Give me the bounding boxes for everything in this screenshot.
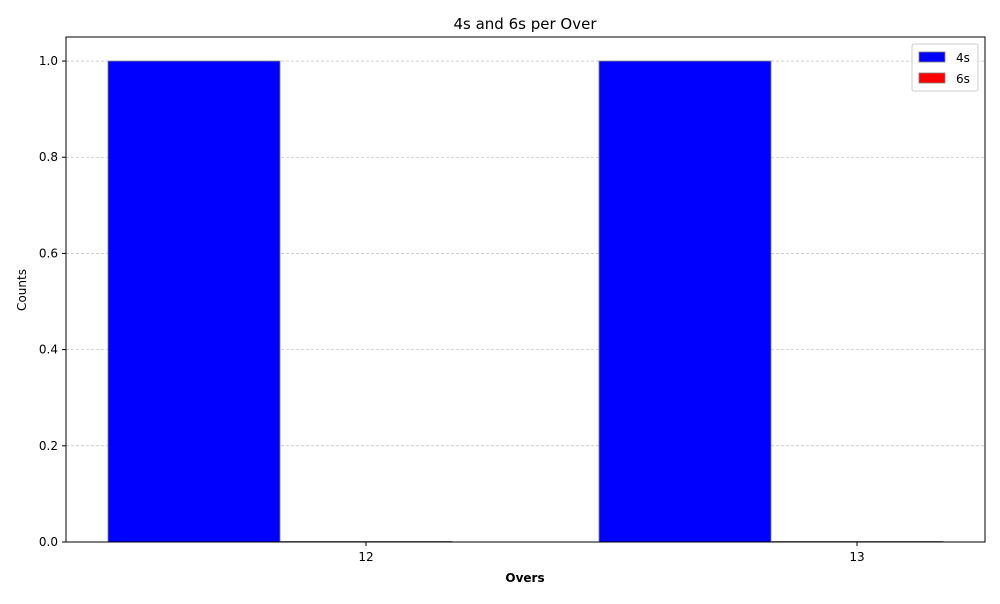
chart-title: 4s and 6s per Over xyxy=(453,15,597,33)
y-axis-label: Counts xyxy=(15,269,29,311)
legend-swatch-6s xyxy=(918,72,946,84)
y-tick-label: 0.8 xyxy=(39,150,58,164)
y-tick-label: 0.6 xyxy=(39,246,58,260)
y-tick-label: 0.4 xyxy=(39,343,58,357)
y-tick-label: 1.0 xyxy=(39,54,58,68)
x-tick-label: 12 xyxy=(358,550,373,564)
legend-label-4s: 4s xyxy=(956,51,970,65)
bars xyxy=(107,60,944,543)
bar-4s-13 xyxy=(598,60,772,543)
plot-frame xyxy=(65,36,986,543)
x-axis-label: Overs xyxy=(505,571,544,585)
x-axis: 12 13 xyxy=(358,542,865,564)
y-tick-label: 0.0 xyxy=(39,535,58,549)
legend-swatch-4s xyxy=(918,51,946,63)
bar-4s-12 xyxy=(107,60,281,543)
legend-label-6s: 6s xyxy=(956,72,970,86)
y-tick-label: 0.2 xyxy=(39,439,58,453)
y-axis: 0.0 0.2 0.4 0.6 0.8 1.0 xyxy=(39,54,66,549)
legend: 4s 6s xyxy=(911,43,979,92)
gridlines xyxy=(66,60,985,447)
x-tick-label: 13 xyxy=(849,550,864,564)
